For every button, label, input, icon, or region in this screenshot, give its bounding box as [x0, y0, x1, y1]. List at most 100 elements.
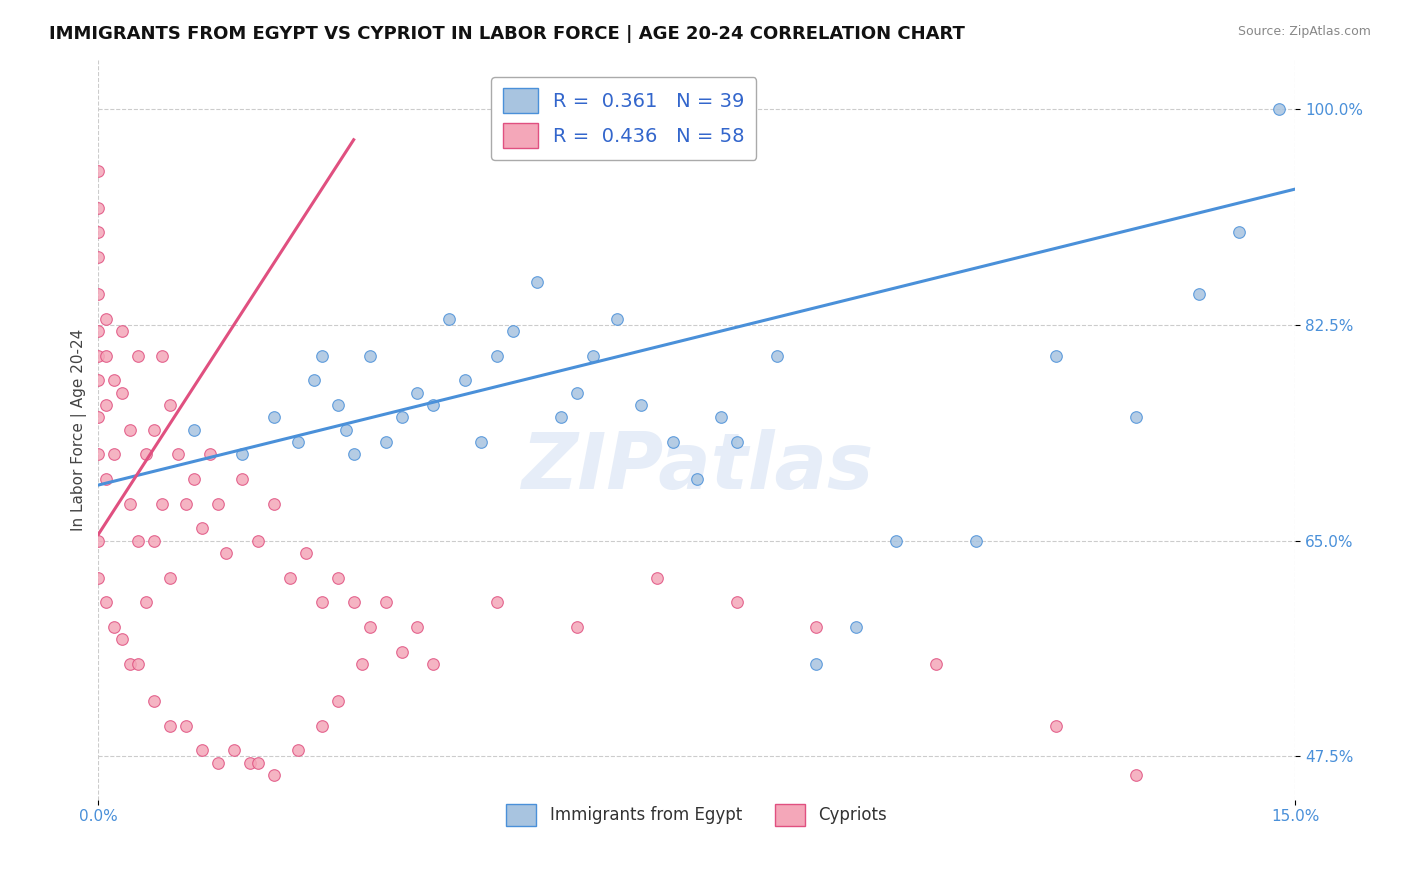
Point	[391, 410, 413, 425]
Point	[326, 694, 349, 708]
Point	[150, 349, 173, 363]
Point	[231, 447, 253, 461]
Point	[198, 447, 221, 461]
Point	[222, 743, 245, 757]
Point	[359, 620, 381, 634]
Point	[87, 533, 110, 548]
Point	[183, 472, 205, 486]
Point	[143, 533, 166, 548]
Point	[263, 410, 285, 425]
Point	[87, 250, 110, 264]
Point	[1188, 286, 1211, 301]
Point	[335, 423, 357, 437]
Point	[374, 434, 396, 449]
Point	[406, 385, 429, 400]
Point	[103, 620, 125, 634]
Point	[207, 497, 229, 511]
Point	[87, 286, 110, 301]
Point	[406, 620, 429, 634]
Point	[350, 657, 373, 671]
Point	[343, 595, 366, 609]
Point	[287, 743, 309, 757]
Point	[311, 595, 333, 609]
Point	[135, 595, 157, 609]
Point	[662, 434, 685, 449]
Point	[111, 324, 134, 338]
Point	[550, 410, 572, 425]
Point	[183, 423, 205, 437]
Point	[287, 434, 309, 449]
Point	[215, 546, 238, 560]
Point	[925, 657, 948, 671]
Point	[630, 398, 652, 412]
Point	[191, 521, 214, 535]
Point	[87, 570, 110, 584]
Point	[127, 657, 149, 671]
Point	[686, 472, 709, 486]
Point	[263, 768, 285, 782]
Point	[87, 163, 110, 178]
Point	[374, 595, 396, 609]
Point	[120, 497, 142, 511]
Point	[174, 718, 197, 732]
Point	[167, 447, 190, 461]
Point	[120, 657, 142, 671]
Point	[1227, 225, 1250, 239]
Point	[96, 311, 118, 326]
Point	[765, 349, 787, 363]
Point	[143, 423, 166, 437]
Point	[127, 533, 149, 548]
Y-axis label: In Labor Force | Age 20-24: In Labor Force | Age 20-24	[72, 328, 87, 531]
Point	[359, 349, 381, 363]
Point	[294, 546, 316, 560]
Point	[96, 595, 118, 609]
Text: Source: ZipAtlas.com: Source: ZipAtlas.com	[1237, 25, 1371, 38]
Text: ZIPatlas: ZIPatlas	[520, 428, 873, 505]
Point	[439, 311, 461, 326]
Point	[111, 385, 134, 400]
Point	[1045, 718, 1067, 732]
Point	[1125, 768, 1147, 782]
Point	[96, 349, 118, 363]
Point	[725, 434, 748, 449]
Point	[111, 632, 134, 647]
Point	[159, 718, 181, 732]
Point	[343, 447, 366, 461]
Point	[191, 743, 214, 757]
Point	[239, 756, 262, 770]
Point	[120, 423, 142, 437]
Point	[87, 373, 110, 387]
Point	[87, 225, 110, 239]
Point	[422, 398, 444, 412]
Point	[246, 533, 269, 548]
Point	[302, 373, 325, 387]
Point	[311, 349, 333, 363]
Point	[231, 472, 253, 486]
Point	[135, 447, 157, 461]
Point	[710, 410, 733, 425]
Point	[1045, 349, 1067, 363]
Point	[1125, 410, 1147, 425]
Point	[103, 447, 125, 461]
Point	[263, 497, 285, 511]
Point	[207, 756, 229, 770]
Point	[391, 644, 413, 658]
Point	[87, 410, 110, 425]
Point	[174, 497, 197, 511]
Point	[565, 620, 588, 634]
Point	[502, 324, 524, 338]
Point	[422, 657, 444, 671]
Point	[87, 447, 110, 461]
Point	[96, 472, 118, 486]
Point	[582, 349, 605, 363]
Point	[806, 620, 828, 634]
Point	[87, 349, 110, 363]
Point	[311, 718, 333, 732]
Point	[87, 201, 110, 215]
Legend: Immigrants from Egypt, Cypriots: Immigrants from Egypt, Cypriots	[496, 794, 897, 836]
Point	[806, 657, 828, 671]
Point	[103, 373, 125, 387]
Point	[96, 398, 118, 412]
Text: IMMIGRANTS FROM EGYPT VS CYPRIOT IN LABOR FORCE | AGE 20-24 CORRELATION CHART: IMMIGRANTS FROM EGYPT VS CYPRIOT IN LABO…	[49, 25, 965, 43]
Point	[486, 349, 509, 363]
